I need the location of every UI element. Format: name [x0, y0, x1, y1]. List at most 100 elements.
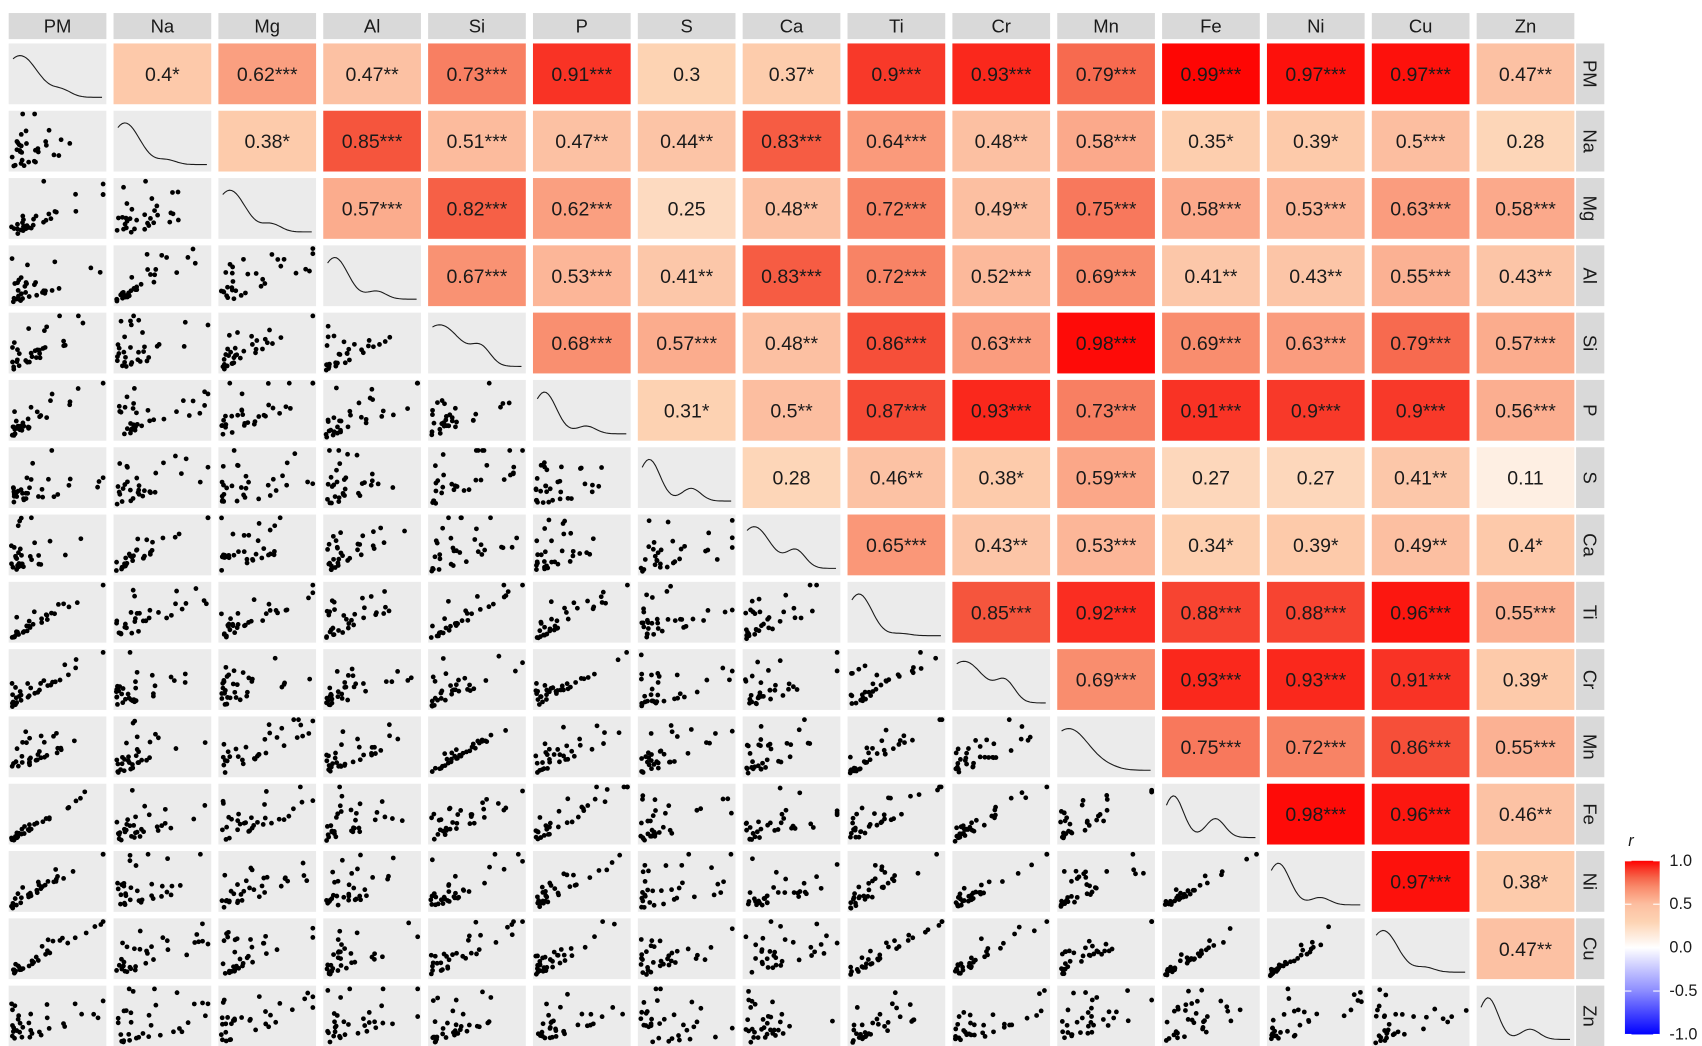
scatter-point [262, 890, 268, 895]
scatter-point [220, 463, 226, 469]
scatter-point [864, 759, 870, 765]
scatter-point [369, 478, 375, 484]
scatter-point [474, 951, 479, 957]
scatter-point [395, 736, 401, 742]
scatter-point [771, 1027, 777, 1033]
scatter-point [19, 1034, 25, 1040]
scatter-point [433, 480, 439, 486]
scatter-point [498, 404, 503, 410]
scatter-point [514, 535, 520, 541]
scatter-point [382, 589, 387, 594]
scatter-point [229, 816, 234, 822]
scatter-points [9, 851, 106, 911]
scatter-point [222, 555, 227, 560]
scatter-point [362, 1023, 368, 1028]
scatter-point [349, 617, 354, 623]
scatter-point [131, 835, 137, 840]
scatter-point [267, 527, 273, 533]
scatter-point [240, 670, 246, 675]
scatter-point [328, 567, 334, 572]
correlation-label: 0.62*** [237, 64, 298, 86]
scatter-point [155, 828, 161, 833]
scatter-point [136, 317, 142, 323]
scatter-point [12, 409, 17, 415]
scatter-point [139, 826, 144, 832]
scatter-point [226, 332, 232, 338]
scatter-point [467, 748, 473, 754]
scatter-point [534, 475, 540, 481]
scatter-point [337, 928, 343, 934]
correlation-label: 0.46** [1499, 804, 1553, 826]
scatter-point [590, 536, 596, 542]
scatter-point [220, 961, 226, 967]
scatter-point [285, 878, 291, 884]
scatter-point [343, 616, 349, 622]
column-label: PM [44, 16, 72, 37]
scatter-point [537, 628, 543, 634]
scatter-point [220, 1000, 226, 1005]
scatter-point [335, 902, 341, 908]
scatter-point [32, 540, 38, 546]
scatter-point [152, 489, 158, 495]
scatter-point [604, 787, 610, 792]
scatter-point [476, 947, 482, 952]
scatter-point [534, 635, 540, 640]
scatter-point [344, 351, 350, 356]
scatter-point [436, 817, 442, 823]
scatter-point [345, 673, 351, 678]
scatter-point [1044, 919, 1050, 924]
scatter-points [953, 988, 1047, 1043]
scatter-point [1199, 987, 1205, 993]
scatter-point [122, 221, 128, 227]
scatter-point [152, 208, 157, 213]
scatter-point [237, 355, 243, 361]
scatter-point [16, 632, 21, 637]
scatter-point [558, 489, 564, 495]
correlation-label: 0.5** [770, 400, 813, 422]
column-strip [1162, 13, 1260, 40]
scatter-point [933, 655, 939, 661]
scatter-point [709, 865, 714, 871]
scatter-point [9, 1001, 15, 1007]
scatter-point [965, 827, 971, 832]
correlation-label: 0.39* [1293, 535, 1339, 557]
scatter-point [327, 768, 333, 774]
scatter-point [354, 452, 360, 458]
scatter-point [193, 586, 199, 591]
scatter-point [334, 544, 340, 550]
correlation-label: 0.27 [1297, 468, 1335, 490]
scatter-point [200, 1000, 205, 1006]
scatter-point [1164, 968, 1170, 974]
correlation-label: 0.47** [346, 64, 400, 86]
scatter-point [1244, 856, 1250, 862]
scatter-point [787, 754, 793, 760]
scatter-point [1401, 1031, 1407, 1037]
scatter-point [971, 760, 976, 766]
scatter-point [373, 751, 378, 756]
scatter-point [1062, 899, 1068, 905]
scatter-point [432, 953, 438, 959]
scatter-point [168, 674, 174, 680]
scatter-point [32, 111, 38, 117]
scatter-point [97, 269, 103, 275]
scatter-point [44, 324, 50, 330]
scatter-point [1037, 991, 1042, 997]
scatter-point [651, 540, 657, 545]
scatter-point [143, 960, 149, 966]
scatter-point [440, 967, 445, 973]
scatter-points [743, 988, 835, 1045]
column-strip [323, 13, 421, 40]
scatter-point [141, 488, 147, 494]
scatter-point [137, 359, 143, 364]
scatter-point [146, 1012, 152, 1018]
scatter-point [11, 545, 17, 550]
scatter-point [796, 957, 802, 963]
scatter-point [962, 758, 968, 763]
correlation-cell [847, 514, 946, 576]
scatter-point [509, 544, 515, 550]
scatter-point [1008, 748, 1014, 753]
scatter-point [122, 359, 127, 365]
scatter-point [555, 824, 561, 830]
scatter-point [465, 617, 471, 623]
scatter-point [23, 729, 29, 735]
